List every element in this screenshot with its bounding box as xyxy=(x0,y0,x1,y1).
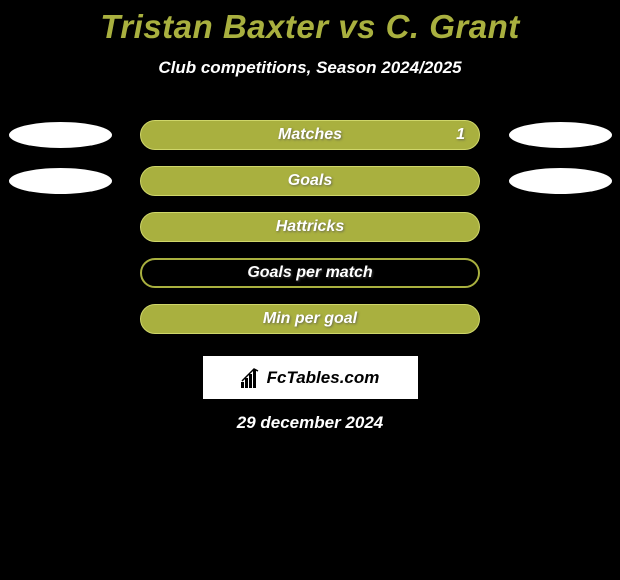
stat-label: Matches xyxy=(278,126,342,144)
left-ellipse xyxy=(9,168,112,194)
stat-row-hattricks: Hattricks xyxy=(0,204,620,250)
brand-text: FcTables.com xyxy=(267,368,380,388)
stat-row-min-per-goal: Min per goal xyxy=(0,296,620,342)
date-text: 29 december 2024 xyxy=(0,413,620,433)
brand-box: FcTables.com xyxy=(203,356,418,399)
stat-value-right: 1 xyxy=(456,126,465,144)
stat-bar-hattricks: Hattricks xyxy=(140,212,480,242)
right-ellipse xyxy=(509,122,612,148)
left-ellipse xyxy=(9,122,112,148)
right-ellipse xyxy=(509,168,612,194)
stat-label: Goals per match xyxy=(247,264,372,282)
stat-bar-goals-per-match: Goals per match xyxy=(140,258,480,288)
stat-row-goals: Goals xyxy=(0,158,620,204)
page-title: Tristan Baxter vs C. Grant xyxy=(0,0,620,46)
stat-label: Hattricks xyxy=(276,218,344,236)
stat-bar-goals: Goals xyxy=(140,166,480,196)
page-subtitle: Club competitions, Season 2024/2025 xyxy=(0,58,620,78)
stat-label: Goals xyxy=(288,172,332,190)
stat-bar-matches: Matches 1 xyxy=(140,120,480,150)
stats-container: Matches 1 Goals Hattricks Goals per matc… xyxy=(0,112,620,342)
stat-label: Min per goal xyxy=(263,310,357,328)
stat-row-goals-per-match: Goals per match xyxy=(0,250,620,296)
stat-row-matches: Matches 1 xyxy=(0,112,620,158)
chart-icon xyxy=(241,368,263,388)
stat-bar-min-per-goal: Min per goal xyxy=(140,304,480,334)
